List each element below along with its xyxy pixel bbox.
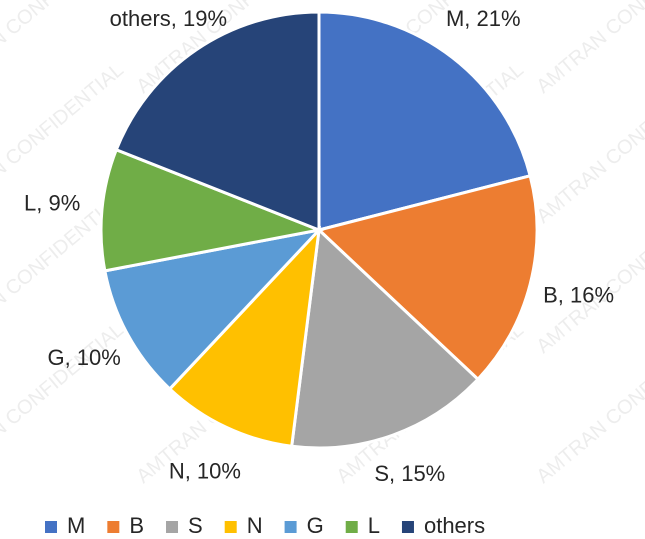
pie-slice <box>103 227 324 392</box>
legend-swatch <box>224 521 237 533</box>
data-label: M, 21% <box>446 6 521 31</box>
legend-swatch <box>401 521 414 533</box>
pie <box>99 10 539 450</box>
legend-label: M <box>67 513 85 538</box>
legend-label: G <box>307 513 324 538</box>
legend-label: others <box>424 513 485 538</box>
data-label: S, 15% <box>374 461 445 486</box>
data-label: B, 16% <box>543 282 614 307</box>
legend-swatch <box>107 521 120 533</box>
data-label: others, 19% <box>110 6 227 31</box>
data-label: L, 9% <box>24 191 80 216</box>
pie-slice <box>290 226 481 450</box>
legend-label: L <box>368 513 380 538</box>
data-label: N, 10% <box>169 458 241 483</box>
watermark: AMTRAN CONFIDENTIAL <box>532 0 645 98</box>
legend-swatch <box>166 521 179 533</box>
legend-label: S <box>188 513 203 538</box>
data-label: G, 10% <box>47 345 120 370</box>
legend-swatch <box>345 521 358 533</box>
pie-slice <box>114 10 321 233</box>
legend-swatch <box>284 521 297 533</box>
legend-swatch <box>45 521 57 533</box>
pie-slice <box>99 147 325 273</box>
pie-slice <box>167 225 322 448</box>
legend-label: B <box>129 513 144 538</box>
pie-slice <box>317 10 532 232</box>
data-labels: M, 21% B, 16% S, 15% N, 10% G, 10% L, 9% other… <box>24 6 614 486</box>
legend-label: N <box>247 513 263 538</box>
pie-slice <box>315 173 539 382</box>
